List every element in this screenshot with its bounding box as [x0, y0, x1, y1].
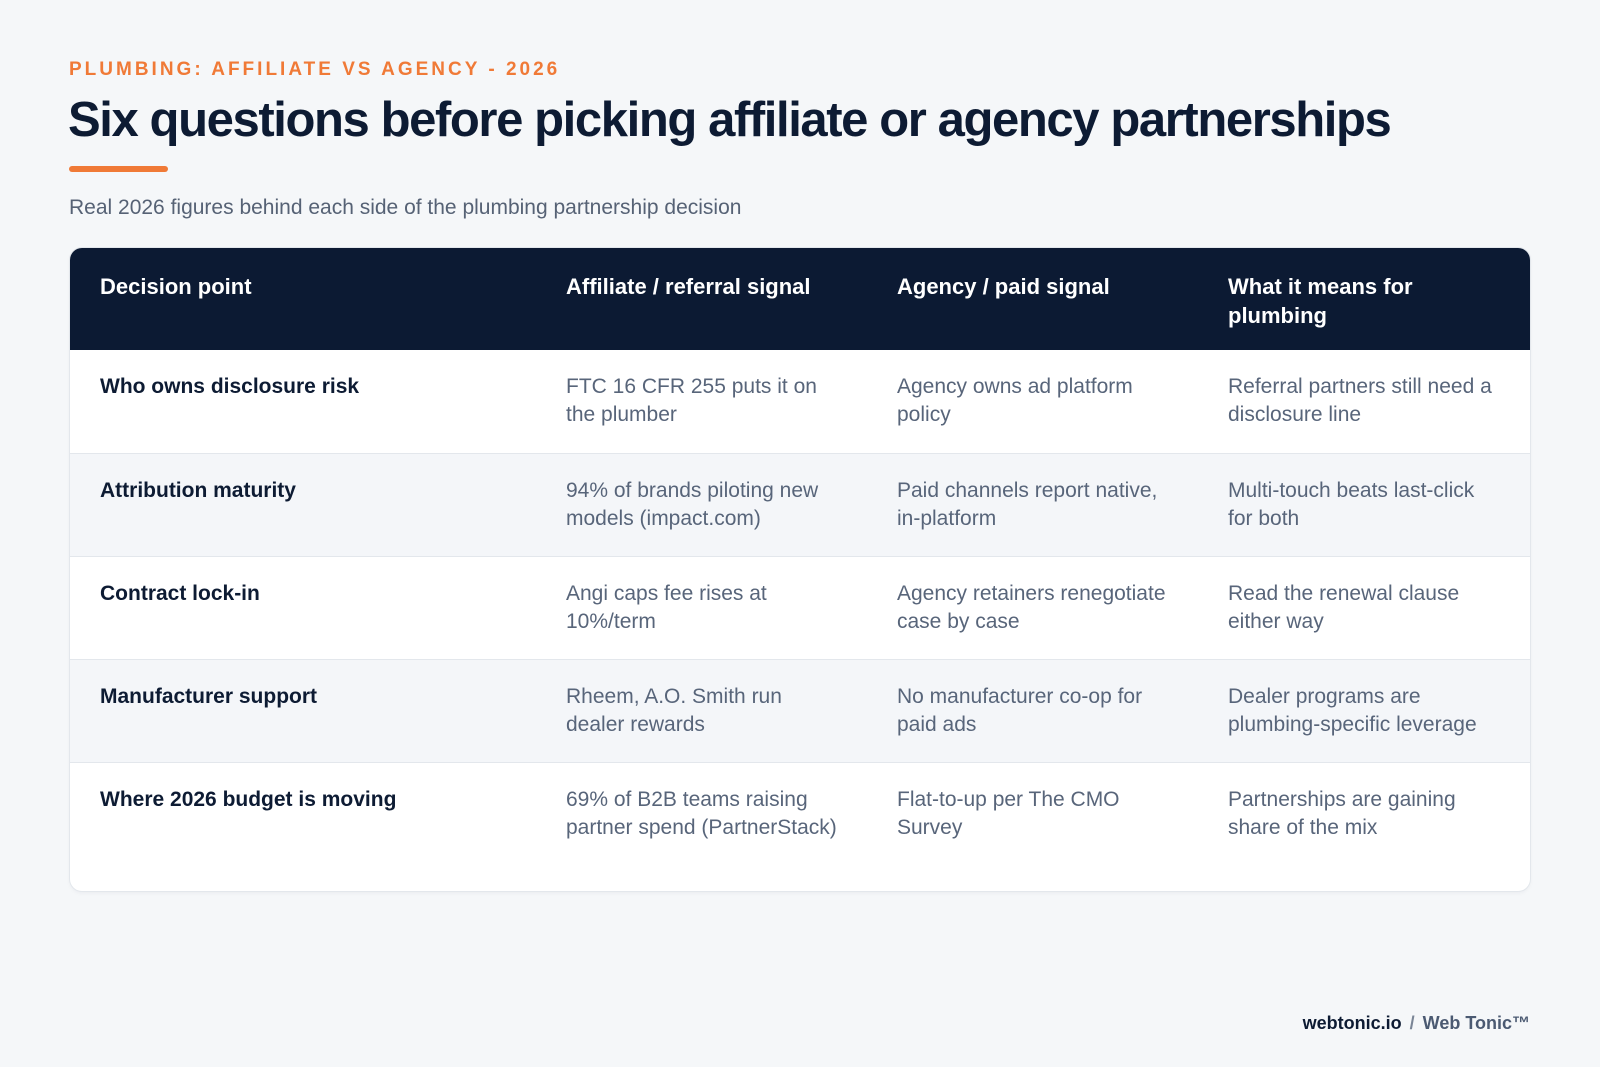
agency-cell: Paid channels report native, in-platform	[897, 478, 1158, 530]
affiliate-cell: Angi caps fee rises at 10%/term	[566, 581, 767, 633]
meaning-cell: Referral partners still need a disclosur…	[1228, 375, 1492, 426]
title-underline-accent	[69, 166, 168, 172]
table-row: Contract lock-in Angi caps fee rises at …	[70, 556, 1530, 659]
meaning-cell: Dealer programs are plumbing-specific le…	[1228, 684, 1477, 736]
eyebrow-label: PLUMBING: AFFILIATE VS AGENCY - 2026	[69, 59, 561, 80]
agency-cell: Agency owns ad platform policy	[897, 375, 1133, 426]
table-row: Who owns disclosure risk FTC 16 CFR 255 …	[70, 350, 1530, 453]
agency-cell: Flat-to-up per The CMO Survey	[897, 787, 1120, 839]
meaning-cell: Read the renewal clause either way	[1228, 581, 1460, 633]
comparison-table: Decision point Affiliate / referral sign…	[70, 248, 1530, 891]
page-title: Six questions before picking affiliate o…	[68, 93, 1392, 147]
agency-cell: Agency retainers renegotiate case by cas…	[897, 581, 1166, 633]
column-header-affiliate-signal: Affiliate / referral signal	[566, 274, 811, 299]
table-row: Attribution maturity 94% of brands pilot…	[70, 453, 1530, 556]
footer-brand-name: Web Tonic™	[1422, 1013, 1530, 1033]
meaning-cell: Partnerships are gaining share of the mi…	[1228, 787, 1456, 839]
affiliate-cell: FTC 16 CFR 255 puts it on the plumber	[566, 375, 817, 426]
footer-credit: webtonic.io / Web Tonic™	[1303, 1013, 1530, 1034]
page-subtitle: Real 2026 figures behind each side of th…	[69, 196, 742, 219]
decision-cell: Who owns disclosure risk	[100, 375, 360, 398]
column-header-plumbing-meaning: What it means for plumbing	[1228, 274, 1413, 328]
decision-cell: Where 2026 budget is moving	[100, 787, 397, 811]
comparison-table-card: Decision point Affiliate / referral sign…	[70, 248, 1530, 891]
table-row: Manufacturer support Rheem, A.O. Smith r…	[70, 659, 1530, 762]
footer-separator: /	[1409, 1013, 1415, 1033]
table-row: Where 2026 budget is moving 69% of B2B t…	[70, 762, 1530, 891]
affiliate-cell: Rheem, A.O. Smith run dealer rewards	[566, 684, 782, 736]
decision-cell: Attribution maturity	[100, 478, 296, 502]
column-header-agency-signal: Agency / paid signal	[897, 274, 1110, 299]
footer-domain-link[interactable]: webtonic.io	[1302, 1013, 1402, 1033]
meaning-cell: Multi-touch beats last-click for both	[1228, 478, 1475, 530]
table-header-row: Decision point Affiliate / referral sign…	[70, 248, 1530, 350]
affiliate-cell: 94% of brands piloting new models (impac…	[566, 478, 819, 530]
affiliate-cell: 69% of B2B teams raising partner spend (…	[566, 787, 837, 839]
column-header-decision-point: Decision point	[100, 274, 252, 299]
decision-cell: Manufacturer support	[100, 684, 318, 708]
decision-cell: Contract lock-in	[100, 581, 260, 605]
agency-cell: No manufacturer co-op for paid ads	[897, 684, 1143, 736]
